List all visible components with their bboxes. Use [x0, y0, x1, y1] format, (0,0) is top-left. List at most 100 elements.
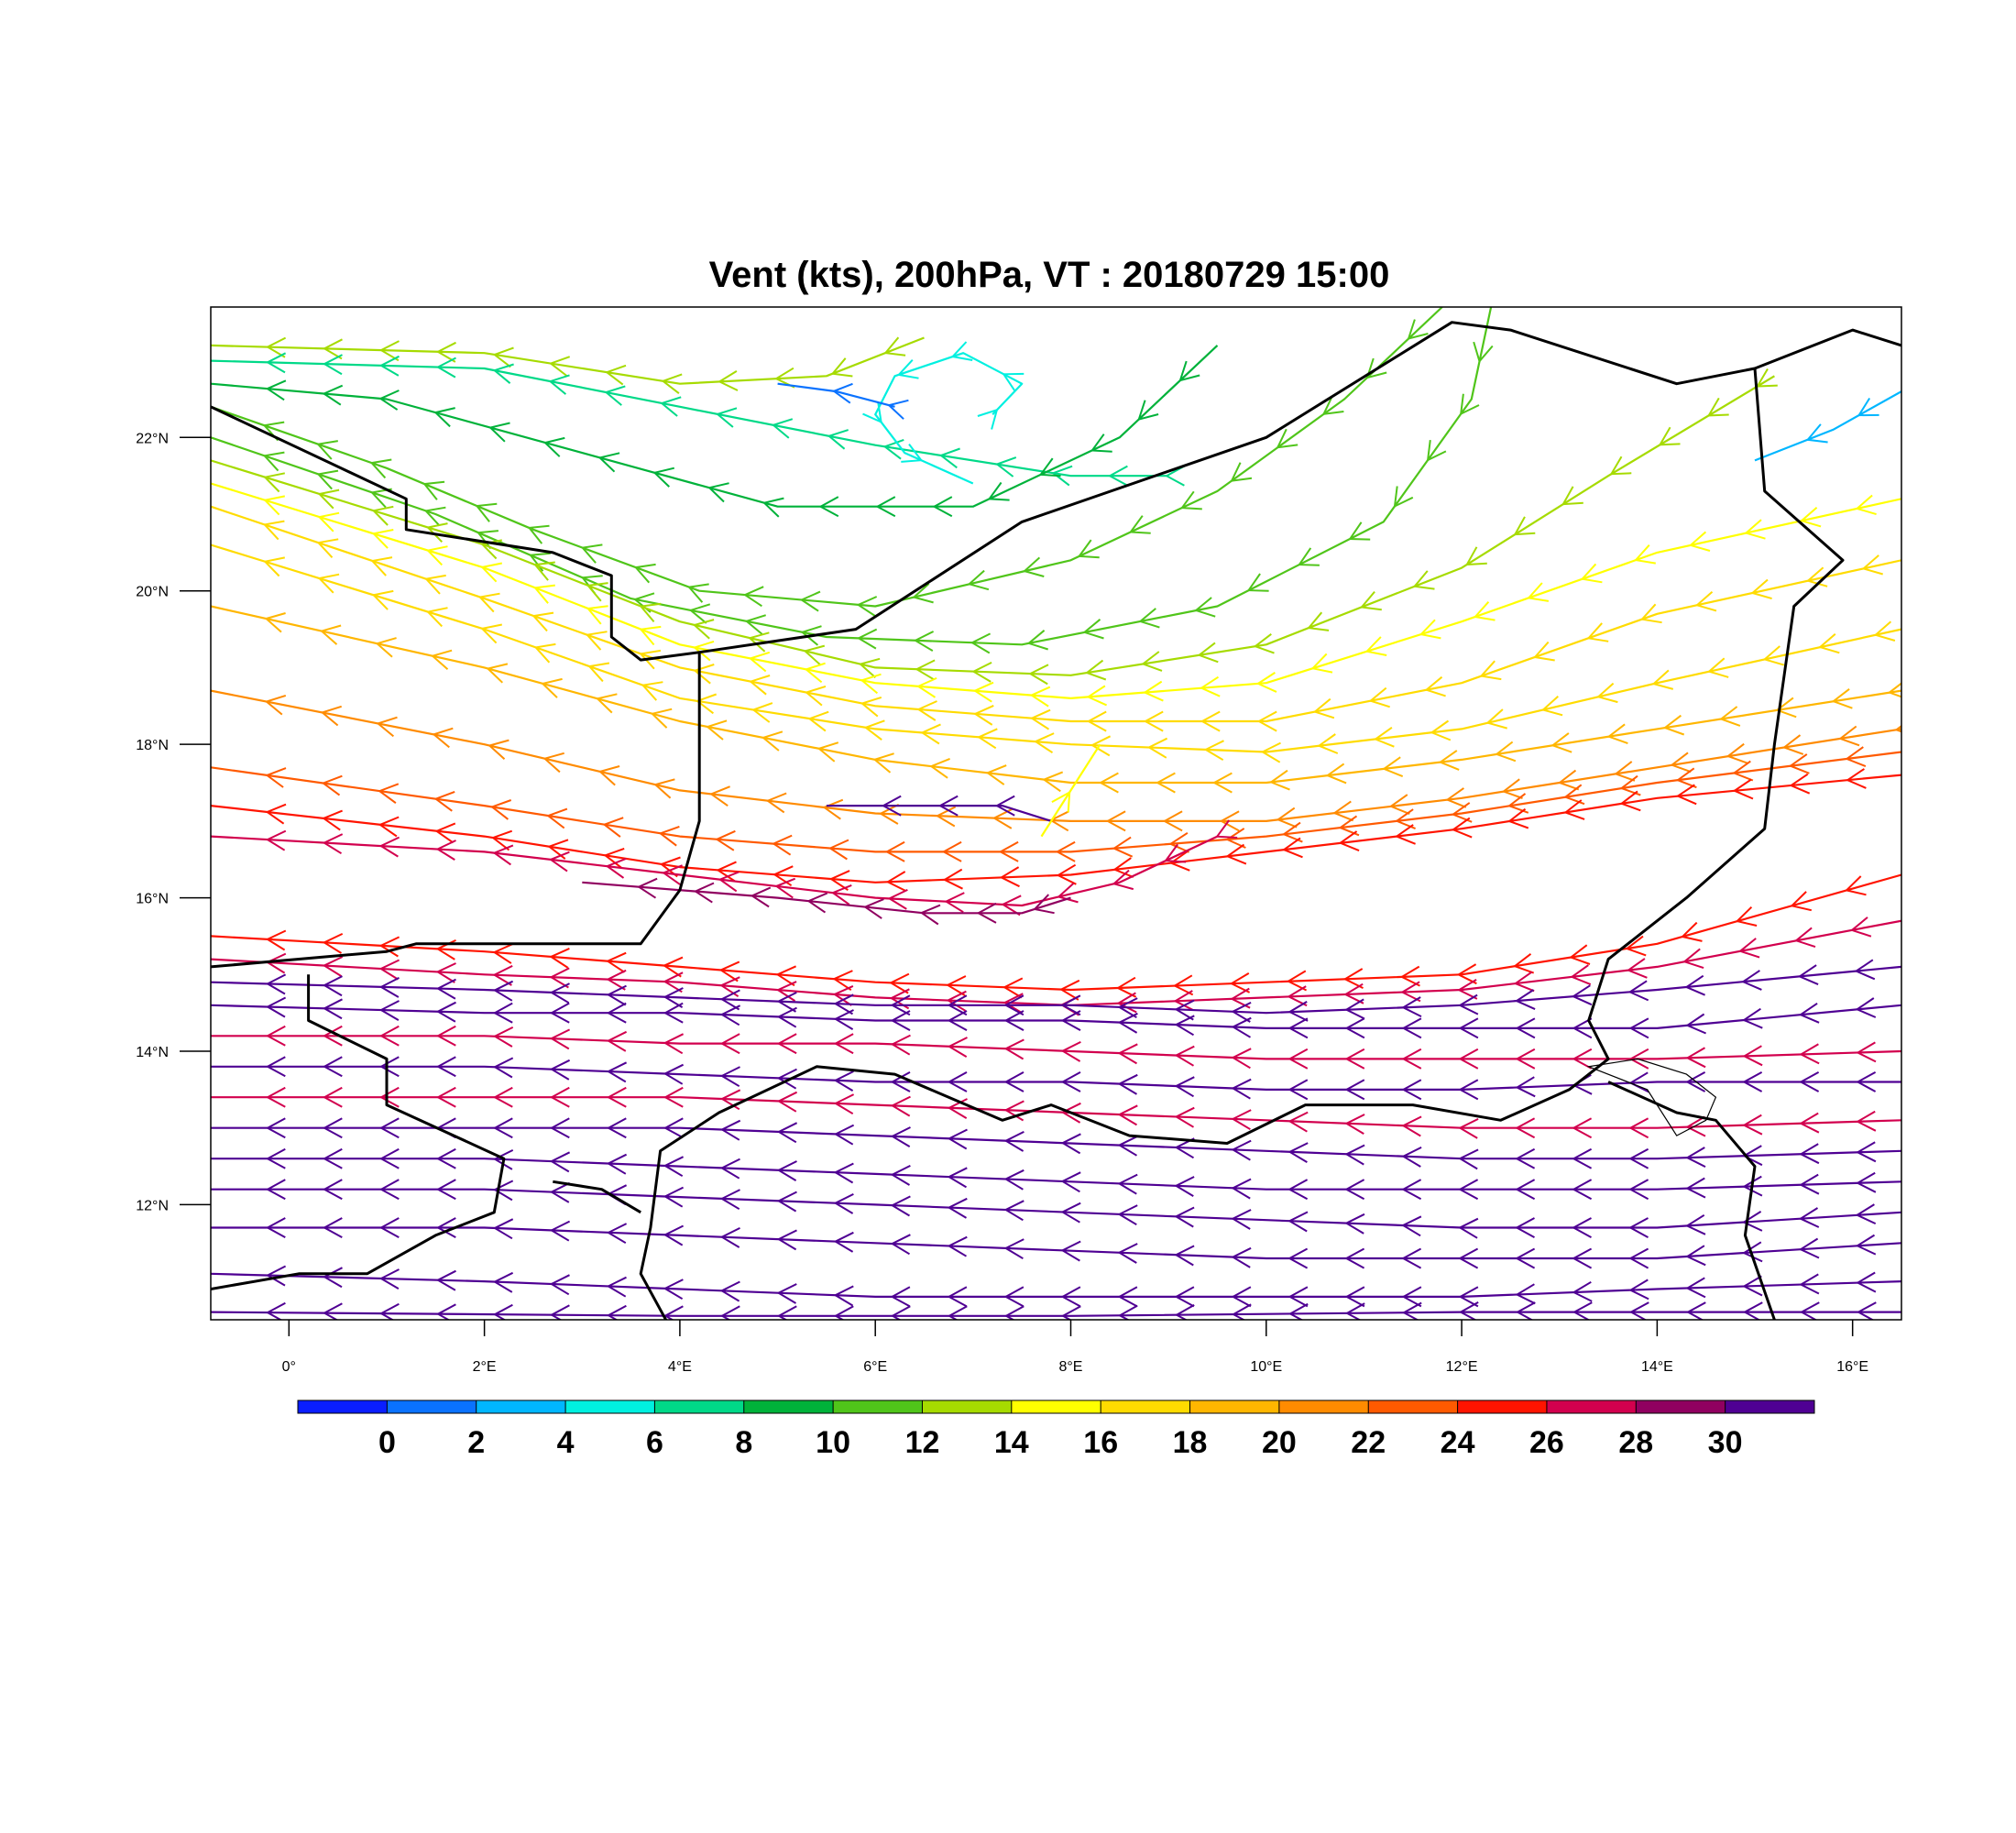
flow-arrow	[716, 861, 737, 883]
flow-arrow	[492, 1303, 513, 1320]
flow-arrow	[776, 1068, 797, 1090]
y-tick-label: 16°N	[136, 892, 169, 907]
flow-arrow	[830, 357, 853, 378]
flow-arrow	[890, 1010, 911, 1031]
flow-arrow	[856, 628, 878, 650]
flow-arrow	[1003, 993, 1024, 1015]
flow-arrow	[693, 664, 715, 685]
flow-arrow	[1090, 434, 1112, 453]
flow-arrow	[1022, 556, 1045, 577]
flow-arrow	[1438, 750, 1460, 771]
flow-arrow	[263, 472, 285, 493]
flow-arrow	[426, 545, 448, 566]
flow-arrow	[663, 971, 684, 993]
flow-arrow	[1561, 486, 1583, 506]
flow-arrow	[718, 871, 740, 893]
flow-arrow	[265, 767, 287, 788]
flow-arrow	[1742, 1045, 1763, 1067]
flow-arrow	[1846, 768, 1867, 789]
flow-arrow	[1231, 1139, 1252, 1161]
flow-arrow	[1231, 1178, 1252, 1200]
streamline	[211, 751, 1901, 853]
flow-arrow	[663, 1156, 685, 1178]
flow-arrow	[1412, 570, 1435, 590]
flow-arrow	[1670, 752, 1692, 774]
flow-arrow	[1287, 1179, 1309, 1201]
flow-arrow	[937, 795, 959, 817]
flow-arrow	[1658, 426, 1681, 446]
legend-swatch	[1457, 1400, 1548, 1413]
flow-arrow	[1789, 773, 1811, 795]
flow-arrow	[586, 605, 608, 625]
flow-arrow	[944, 892, 965, 914]
flow-arrow	[1572, 1017, 1593, 1039]
flow-arrow	[693, 882, 715, 904]
flow-arrow	[265, 1056, 286, 1078]
flow-arrow	[492, 844, 514, 866]
flow-arrow	[771, 418, 794, 439]
legend-label: 0	[378, 1425, 396, 1460]
flow-arrow	[818, 496, 839, 518]
flow-arrow	[492, 1117, 513, 1139]
flow-arrow	[1174, 1245, 1195, 1267]
flow-arrow	[548, 356, 571, 377]
flow-arrow	[776, 1160, 797, 1181]
flow-arrow	[1685, 1047, 1706, 1069]
y-tick-label: 22°N	[136, 431, 169, 446]
flow-arrow	[1856, 1071, 1877, 1092]
flow-arrow	[860, 673, 882, 695]
flow-arrow	[1742, 1007, 1763, 1029]
flow-arrow	[947, 1305, 968, 1320]
flow-arrow	[1229, 972, 1251, 993]
flow-arrow	[549, 1028, 571, 1050]
flow-arrow	[606, 1030, 628, 1052]
flow-arrow	[1682, 948, 1704, 970]
flow-arrow	[860, 696, 882, 718]
flow-arrow	[1628, 1279, 1649, 1301]
flow-arrow	[542, 436, 565, 457]
legend-label: 12	[905, 1425, 940, 1460]
flow-arrow	[742, 586, 764, 608]
flow-arrow	[547, 839, 569, 860]
flow-arrow	[1225, 828, 1246, 849]
flow-arrow	[595, 693, 618, 714]
legend-swatch	[1368, 1400, 1459, 1413]
flow-arrow	[994, 795, 1015, 817]
flow-arrow	[265, 1217, 286, 1238]
flow-arrow	[912, 583, 934, 604]
flow-arrow	[606, 984, 627, 1006]
flow-arrow	[492, 1271, 514, 1293]
flow-arrow	[1343, 982, 1364, 1004]
flow-arrow	[639, 649, 662, 670]
flow-arrow	[1569, 944, 1591, 965]
flow-arrow	[1051, 790, 1071, 813]
flow-arrow	[1287, 1211, 1309, 1233]
flow-arrow	[761, 730, 783, 752]
flow-arrow	[1742, 1071, 1763, 1092]
flow-arrow	[1401, 1286, 1422, 1308]
flow-arrow	[1042, 771, 1064, 793]
flow-arrow	[426, 522, 448, 543]
flow-arrow	[719, 1305, 740, 1320]
flow-arrow	[1845, 746, 1867, 768]
flow-arrow	[1230, 987, 1251, 1009]
flow-arrow	[265, 803, 287, 825]
flow-arrow	[1026, 630, 1048, 651]
flow-arrow	[1465, 546, 1487, 566]
flow-arrow	[1287, 1286, 1309, 1308]
flow-arrow	[1628, 1301, 1649, 1320]
flow-arrow	[265, 996, 287, 1018]
flow-arrow	[1849, 916, 1872, 938]
flow-arrow	[477, 592, 500, 613]
flow-arrow	[1174, 1304, 1195, 1320]
flow-arrow	[1137, 400, 1159, 422]
flow-arrow	[719, 1189, 740, 1211]
flow-arrow	[833, 1193, 854, 1214]
flow-arrow	[1685, 1301, 1706, 1320]
flow-arrow	[1854, 959, 1876, 981]
flow-arrow	[587, 662, 610, 683]
flow-arrow	[1393, 486, 1414, 509]
flow-arrow	[833, 1093, 855, 1115]
flow-arrow	[776, 1283, 797, 1304]
flow-arrow	[316, 538, 339, 558]
